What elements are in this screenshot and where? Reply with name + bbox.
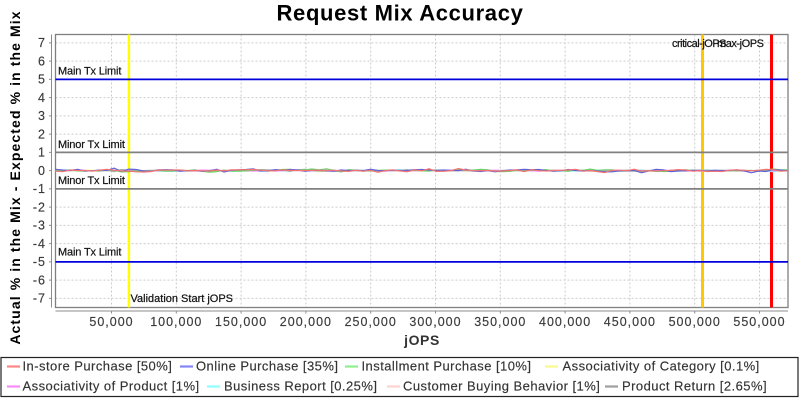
svg-text:450,000: 450,000 bbox=[604, 315, 656, 329]
svg-text:200,000: 200,000 bbox=[280, 315, 332, 329]
svg-text:Main Tx Limit: Main Tx Limit bbox=[58, 66, 121, 78]
svg-text:Minor Tx Limit: Minor Tx Limit bbox=[58, 139, 125, 151]
svg-text:In-store Purchase [50%]: In-store Purchase [50%] bbox=[23, 359, 173, 374]
svg-text:critical-jOPS: critical-jOPS bbox=[672, 38, 726, 50]
svg-text:Validation Start jOPS: Validation Start jOPS bbox=[131, 293, 234, 305]
svg-text:-6: -6 bbox=[33, 273, 46, 287]
svg-text:550,000: 550,000 bbox=[733, 315, 785, 329]
svg-text:0: 0 bbox=[38, 164, 46, 178]
svg-text:2: 2 bbox=[38, 127, 46, 141]
svg-text:Installment Purchase [10%]: Installment Purchase [10%] bbox=[362, 359, 532, 374]
svg-text:350,000: 350,000 bbox=[474, 315, 526, 329]
svg-text:-1: -1 bbox=[33, 182, 46, 196]
svg-text:Request Mix Accuracy: Request Mix Accuracy bbox=[277, 1, 524, 26]
svg-text:150,000: 150,000 bbox=[215, 315, 267, 329]
svg-text:4: 4 bbox=[38, 91, 46, 105]
svg-text:Customer Buying Behavior [1%]: Customer Buying Behavior [1%] bbox=[403, 379, 600, 394]
svg-text:-2: -2 bbox=[33, 200, 46, 214]
svg-text:5: 5 bbox=[38, 73, 46, 87]
svg-text:500,000: 500,000 bbox=[669, 315, 721, 329]
svg-text:-7: -7 bbox=[33, 292, 46, 306]
svg-text:Associativity of Product [1%]: Associativity of Product [1%] bbox=[23, 379, 200, 394]
svg-text:-3: -3 bbox=[33, 219, 46, 233]
svg-text:3: 3 bbox=[38, 109, 46, 123]
svg-text:250,000: 250,000 bbox=[345, 315, 397, 329]
svg-text:Minor Tx Limit: Minor Tx Limit bbox=[58, 175, 125, 187]
svg-text:50,000: 50,000 bbox=[89, 315, 133, 329]
svg-text:jOPS: jOPS bbox=[403, 332, 440, 348]
svg-text:Main Tx Limit: Main Tx Limit bbox=[58, 247, 121, 259]
svg-text:max-jOPS: max-jOPS bbox=[717, 38, 764, 50]
svg-text:Actual % in the Mix - Expected: Actual % in the Mix - Expected % in the … bbox=[7, 10, 23, 344]
svg-text:-5: -5 bbox=[33, 255, 46, 269]
svg-text:Product Return [2.65%]: Product Return [2.65%] bbox=[622, 379, 767, 394]
svg-text:400,000: 400,000 bbox=[539, 315, 591, 329]
svg-text:Associativity of Category [0.1: Associativity of Category [0.1%] bbox=[563, 359, 760, 374]
svg-text:Business Report [0.25%]: Business Report [0.25%] bbox=[224, 379, 377, 394]
svg-text:-4: -4 bbox=[33, 237, 46, 251]
svg-text:1: 1 bbox=[38, 146, 46, 160]
svg-text:100,000: 100,000 bbox=[150, 315, 202, 329]
svg-text:7: 7 bbox=[38, 36, 46, 50]
svg-text:Online Purchase [35%]: Online Purchase [35%] bbox=[196, 359, 338, 374]
svg-text:300,000: 300,000 bbox=[409, 315, 461, 329]
svg-text:6: 6 bbox=[38, 54, 46, 68]
